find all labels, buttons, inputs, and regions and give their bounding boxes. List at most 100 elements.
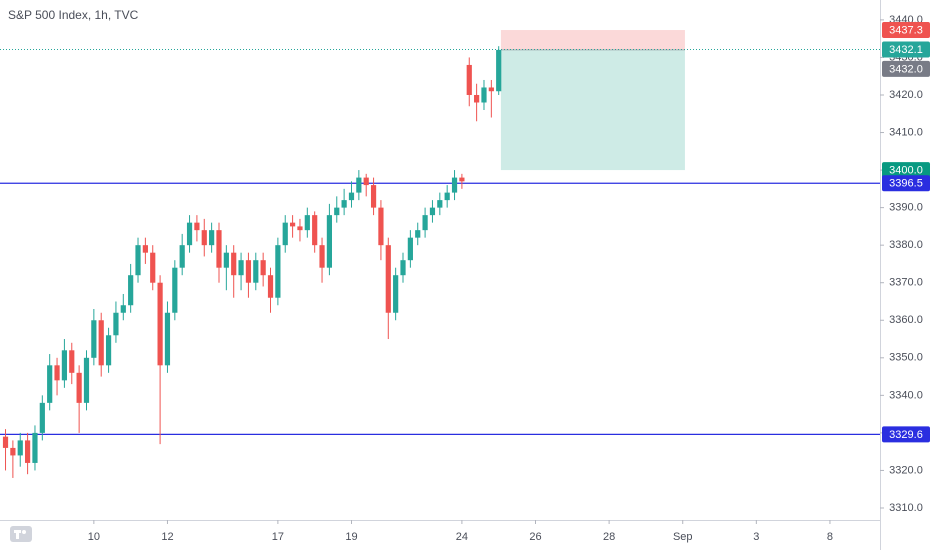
candle-body (61, 350, 68, 381)
candle-body (407, 237, 413, 261)
candle-body (289, 222, 296, 227)
y-tick-label: 3310.0 (889, 502, 923, 514)
level-box (882, 175, 930, 192)
x-tick-label: 19 (345, 531, 357, 543)
candle-body (334, 207, 340, 216)
plot-area (0, 30, 880, 478)
candle-body (297, 226, 303, 231)
candle-body (135, 245, 141, 276)
level-label: 3396.5 (889, 178, 923, 190)
candle-body (10, 447, 16, 456)
candle-body (370, 185, 377, 208)
target-box (882, 162, 930, 179)
level-box (882, 426, 930, 443)
candle-body (194, 222, 200, 231)
entry-box (882, 60, 930, 77)
candle-body (54, 365, 60, 381)
candle-body (113, 312, 119, 336)
candle-body (363, 177, 369, 186)
candle-body (429, 207, 436, 216)
candle-body (172, 267, 178, 313)
candle-body (179, 245, 185, 268)
y-tick-label: 3350.0 (889, 352, 923, 364)
y-tick-label: 3340.0 (889, 389, 923, 401)
candle-body (415, 230, 421, 238)
candle-body (437, 200, 443, 208)
candle-body (164, 312, 171, 366)
candle-body (69, 350, 75, 373)
candle-body (120, 305, 126, 313)
x-tick-label: 8 (827, 531, 833, 543)
candle-body (91, 320, 97, 358)
candle-body (481, 87, 487, 103)
x-tick-label: 28 (603, 531, 615, 543)
target-label: 3400.0 (889, 164, 923, 176)
candle-body (260, 260, 266, 276)
candle-body (488, 87, 494, 92)
target-zone (500, 49, 685, 171)
x-tick-label: 24 (456, 531, 468, 543)
candle-body (186, 222, 193, 246)
candle-body (451, 177, 458, 193)
candle-body (422, 215, 428, 231)
candle-body (275, 245, 281, 298)
x-tick-label: 17 (272, 531, 284, 543)
candle-body (245, 260, 252, 283)
chart-title: S&P 500 Index, 1h, TVC (8, 8, 139, 22)
candle-body (17, 440, 23, 456)
candle-body (400, 260, 406, 276)
candle-body (326, 215, 333, 268)
candle-body (304, 215, 310, 231)
candle-body (238, 260, 244, 276)
stop-label: 3437.3 (889, 24, 923, 36)
candle-body (496, 49, 502, 92)
candle-body (223, 252, 229, 268)
y-tick-label: 3320.0 (889, 464, 923, 476)
candle-body (105, 335, 112, 366)
candle-body (466, 64, 472, 95)
candle-body (83, 357, 90, 403)
candle-body (47, 365, 53, 403)
y-tick-label: 3370.0 (889, 277, 923, 289)
candle-body (157, 282, 163, 366)
y-tick-label: 3420.0 (889, 89, 923, 101)
x-tick-label: 3 (753, 531, 759, 543)
candle-body (231, 252, 237, 276)
candle-body (474, 94, 480, 103)
candle-body (378, 207, 384, 246)
last-price-label: 3432.1 (889, 44, 923, 56)
x-tick-label: 12 (161, 531, 173, 543)
x-tick-label: 26 (529, 531, 541, 543)
candle-body (393, 275, 399, 313)
candle-body (25, 440, 31, 463)
candle-body (312, 215, 318, 246)
candle-body (76, 372, 82, 403)
candle-body (385, 245, 391, 313)
y-tick-label: 3360.0 (889, 314, 923, 326)
candle-body (282, 222, 288, 246)
candle-body (201, 230, 207, 246)
candle-body (319, 245, 325, 268)
entry-label: 3432.0 (889, 63, 923, 75)
stop-zone (500, 30, 685, 50)
candle-body (459, 177, 465, 182)
x-tick-label: Sep (673, 531, 693, 543)
x-tick-label: 10 (88, 531, 100, 543)
y-tick-label: 3380.0 (889, 239, 923, 251)
last-price-box (882, 41, 930, 58)
candle-body (150, 252, 156, 283)
candle-body (216, 230, 222, 268)
candle-body (356, 177, 362, 193)
logo (10, 526, 32, 542)
candle-body (253, 260, 259, 283)
candle-body (267, 275, 274, 298)
candle-body (128, 275, 134, 306)
candle-body (341, 200, 347, 208)
candle-body (39, 402, 45, 433)
stop-box (882, 22, 930, 39)
candle-body (444, 192, 450, 201)
candle-body (209, 230, 215, 246)
candle-body (142, 245, 148, 253)
y-tick-label: 3410.0 (889, 126, 923, 138)
